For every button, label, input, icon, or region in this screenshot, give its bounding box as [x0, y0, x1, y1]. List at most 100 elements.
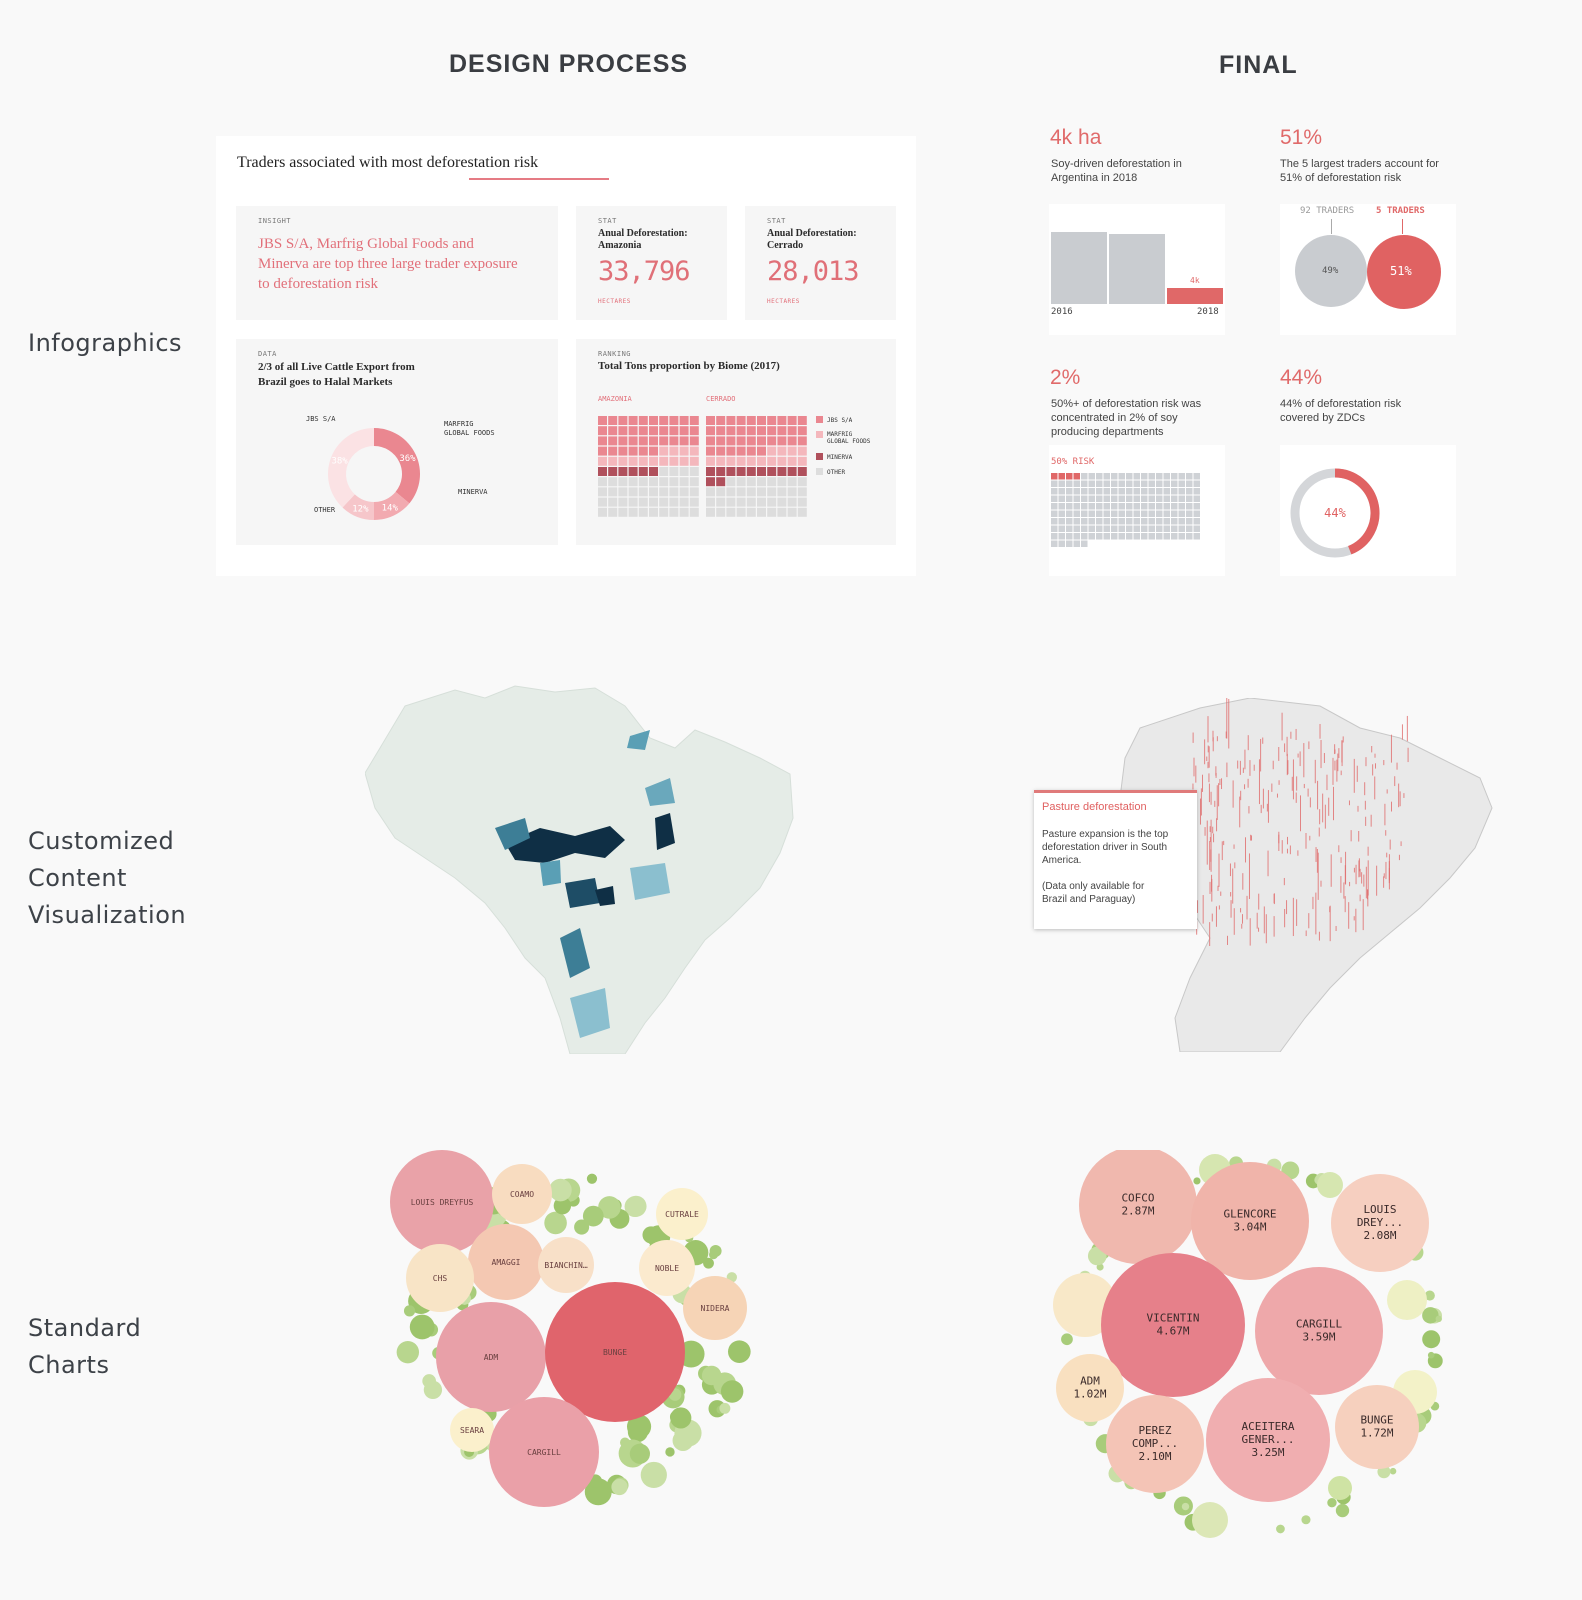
risk-cell	[1058, 495, 1065, 502]
company-bubble-label: 2.87M	[1121, 1205, 1154, 1218]
company-bubble-label: 2.10M	[1138, 1450, 1171, 1463]
small-bubble	[1096, 1263, 1104, 1271]
waffle-cell	[689, 426, 699, 436]
small-bubble	[625, 1195, 647, 1217]
risk-cell	[1171, 518, 1178, 525]
risk-cell	[1058, 533, 1065, 540]
small-bubble	[629, 1443, 650, 1464]
risk-cell	[1073, 480, 1080, 487]
waffle-cell	[649, 487, 658, 497]
company-bubble-label: NOBLE	[655, 1264, 679, 1273]
risk-cell	[1073, 495, 1080, 502]
waffle-cell	[689, 436, 699, 446]
legend-swatch	[816, 453, 823, 460]
waffle-cell	[767, 497, 777, 507]
risk-cell	[1156, 510, 1163, 517]
risk-cell	[1051, 473, 1058, 480]
hotspot	[495, 818, 530, 850]
risk-cell	[1126, 473, 1133, 480]
waffle-cell	[797, 456, 807, 466]
row-label-infographics: Infographics	[28, 329, 183, 357]
risk-cell	[1171, 495, 1178, 502]
waffle-cell	[689, 487, 699, 497]
gauge-fill	[1334, 468, 1380, 555]
x-label-start: 2016	[1051, 307, 1073, 317]
hotspots	[495, 730, 675, 1038]
risk-cell	[1081, 518, 1088, 525]
waffle-cell	[608, 426, 618, 436]
donut-outer-label: MARFRIG	[444, 420, 474, 428]
final-card4-chart: 44%	[1280, 445, 1456, 576]
risk-cell	[1126, 525, 1133, 532]
donut-outer-label: OTHER	[314, 506, 336, 514]
waffle-cell	[777, 436, 787, 446]
risk-cell	[1126, 533, 1133, 540]
stat-label: Anual Deforestation: Cerrado	[767, 228, 857, 251]
design-process-heading: DESIGN PROCESS	[449, 50, 689, 78]
waffle-cell	[679, 507, 689, 517]
donut-slice-label: 12%	[352, 504, 369, 514]
risk-cell	[1066, 495, 1073, 502]
final-card3-chart: 50% RISK	[1049, 445, 1225, 576]
map-tooltip: Pasture deforestation Pasture expansion …	[1034, 790, 1197, 929]
waffle-cell	[746, 467, 756, 476]
waffle-cell	[736, 416, 746, 425]
risk-cell	[1126, 495, 1133, 502]
card-tag: INSIGHT	[258, 217, 292, 225]
risk-cell	[1118, 495, 1125, 502]
waffle-cell	[746, 426, 756, 436]
waffle-cell	[787, 477, 797, 487]
stat-unit: HECTARES	[598, 298, 631, 305]
waffle-cell	[679, 456, 689, 466]
risk-cell	[1141, 510, 1148, 517]
risk-cell	[1088, 495, 1095, 502]
risk-cell	[1051, 503, 1058, 510]
small-bubble	[640, 1461, 667, 1489]
risk-cell	[1133, 518, 1140, 525]
risk-cell	[1163, 480, 1170, 487]
waffle-cell	[598, 456, 607, 466]
row-label-standard: Standard Charts	[28, 1310, 141, 1384]
company-bubble	[639, 1240, 695, 1296]
risk-cell	[1126, 510, 1133, 517]
risk-cell	[1156, 488, 1163, 495]
waffle-cell	[716, 436, 726, 446]
company-bubble-label: AMAGGI	[492, 1258, 521, 1267]
circle-others	[1295, 235, 1367, 307]
waffle-cell	[736, 477, 746, 487]
waffle-cell	[659, 456, 669, 466]
risk-cell	[1058, 510, 1065, 517]
biome-label-amazonia: AMAZONIA	[598, 395, 632, 403]
company-bubble	[1255, 1267, 1383, 1395]
hotspot	[627, 730, 650, 750]
risk-cell	[1066, 473, 1073, 480]
panel-title: Traders associated with most deforestati…	[237, 154, 539, 171]
company-bubble-label: DREY...	[1357, 1216, 1403, 1229]
waffle-cell	[706, 456, 715, 466]
waffle-cell	[669, 436, 679, 446]
legend-label: JBS S/A	[827, 417, 853, 424]
waffle-cell	[716, 456, 726, 466]
final-card1-head: 4k ha	[1050, 126, 1102, 149]
waffle-cell	[787, 507, 797, 517]
risk-cell	[1058, 473, 1065, 480]
final-card2-chart: 92 TRADERS 5 TRADERS 49% 51%	[1280, 204, 1456, 335]
risk-cell	[1073, 488, 1080, 495]
risk-cell	[1193, 480, 1200, 487]
risk-cell	[1186, 510, 1193, 517]
risk-cell	[1103, 495, 1110, 502]
small-bubble	[611, 1478, 628, 1496]
risk-cell	[1141, 473, 1148, 480]
risk-cell	[1126, 488, 1133, 495]
company-bubble	[1106, 1395, 1204, 1493]
risk-cell	[1186, 503, 1193, 510]
donut-slice-label: 36%	[399, 454, 416, 464]
risk-cell	[1058, 518, 1065, 525]
waffle-cell	[757, 436, 766, 446]
risk-cell	[1193, 510, 1200, 517]
waffle-cell	[679, 497, 689, 507]
risk-cell	[1103, 480, 1110, 487]
risk-cell	[1186, 525, 1193, 532]
waffle-cell	[618, 426, 628, 436]
